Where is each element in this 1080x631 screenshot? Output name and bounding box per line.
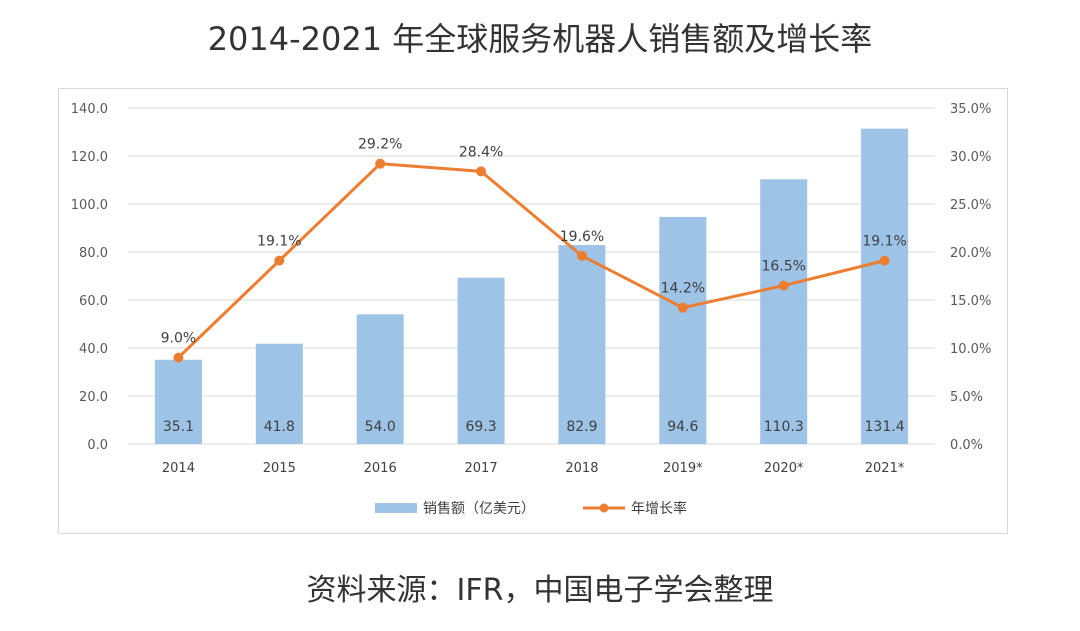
growth-rate-point	[778, 280, 789, 291]
x-tick-label: 2016	[364, 461, 397, 476]
y-left-tick-label: 120.0	[71, 150, 108, 165]
growth-rate-label: 19.6%	[560, 229, 604, 245]
growth-rate-point	[879, 255, 890, 266]
bar	[356, 314, 404, 444]
y-left-tick-label: 100.0	[71, 198, 108, 213]
bar-value-label: 110.3	[764, 419, 804, 435]
growth-rate-point	[375, 158, 386, 169]
y-left-tick-label: 20.0	[79, 390, 108, 405]
bar	[154, 359, 202, 444]
page-title: 2014-2021 年全球服务机器人销售额及增长率	[207, 20, 873, 58]
legend-marker-line	[599, 503, 609, 513]
growth-rate-label: 16.5%	[761, 259, 805, 275]
bar-series: 35.1 41.8 54.0 69.3 82.9 94.6 110.3 131.4	[154, 128, 909, 444]
legend-swatch-bar	[375, 503, 417, 513]
growth-rate-point	[677, 302, 688, 313]
y-left-tick-label: 0.0	[87, 438, 108, 453]
bar-value-label: 94.6	[667, 419, 698, 435]
growth-rate-label: 19.1%	[257, 234, 301, 250]
growth-rate-label: 14.2%	[661, 281, 705, 297]
y-right-tick-label: 35.0%	[950, 102, 991, 117]
growth-rate-label: 9.0%	[161, 331, 197, 347]
growth-rate-point	[576, 250, 587, 261]
chart-frame	[58, 88, 1008, 534]
bar-value-label: 82.9	[566, 419, 597, 435]
bar	[861, 128, 909, 444]
y-right-tick-label: 15.0%	[950, 294, 991, 309]
bar	[457, 277, 505, 444]
bar-value-label: 69.3	[465, 419, 496, 435]
growth-rate-point	[274, 255, 285, 266]
y-right-tick-label: 5.0%	[950, 390, 983, 405]
gridlines	[128, 107, 935, 445]
bar	[255, 343, 303, 444]
y-right-tick-label: 0.0%	[950, 438, 983, 453]
growth-rate-point	[476, 166, 487, 177]
y-left-tick-label: 140.0	[71, 102, 108, 117]
line-series: 9.0% 19.1% 29.2% 28.4% 19.6% 14.2% 16.5% 19.1%	[161, 137, 907, 363]
x-tick-label: 2018	[565, 461, 598, 476]
axes: 0.0 0.0% 20.0 5.0% 40.0 10.0% 60.0 15.0% 80.0 20.…	[71, 102, 992, 476]
bar	[558, 245, 606, 444]
growth-rate-label: 19.1%	[862, 234, 906, 250]
x-tick-label: 2017	[465, 461, 498, 476]
y-right-tick-label: 30.0%	[950, 150, 991, 165]
y-right-tick-label: 25.0%	[950, 198, 991, 213]
x-tick-label: 2015	[263, 461, 296, 476]
bar	[760, 179, 808, 444]
y-left-tick-label: 60.0	[79, 294, 108, 309]
y-left-tick-label: 40.0	[79, 342, 108, 357]
x-tick-label: 2014	[162, 461, 195, 476]
growth-rate-label: 29.2%	[358, 137, 402, 153]
x-tick-label: 2020*	[764, 461, 804, 476]
bar-value-label: 41.8	[264, 419, 295, 435]
bar-value-label: 35.1	[163, 419, 194, 435]
x-tick-label: 2019*	[663, 461, 703, 476]
chart: 35.1 41.8 54.0 69.3 82.9 94.6 110.3 131.4 9.0% 1…	[71, 102, 992, 517]
bar-value-label: 131.4	[865, 419, 905, 435]
x-tick-label: 2021*	[865, 461, 905, 476]
growth-rate-label: 28.4%	[459, 144, 503, 160]
growth-rate-point	[173, 352, 184, 363]
legend-label-line: 年增长率	[631, 500, 687, 517]
legend: 销售额（亿美元） 年增长率	[375, 500, 687, 517]
growth-rate-line	[177, 162, 885, 359]
y-left-tick-label: 80.0	[79, 246, 108, 261]
y-right-tick-label: 10.0%	[950, 342, 991, 357]
y-right-tick-label: 20.0%	[950, 246, 991, 261]
legend-label-bar: 销售额（亿美元）	[423, 501, 535, 517]
bar-value-label: 54.0	[365, 419, 396, 435]
bar	[659, 216, 707, 444]
source-note: 资料来源：IFR，中国电子学会整理	[306, 573, 774, 608]
